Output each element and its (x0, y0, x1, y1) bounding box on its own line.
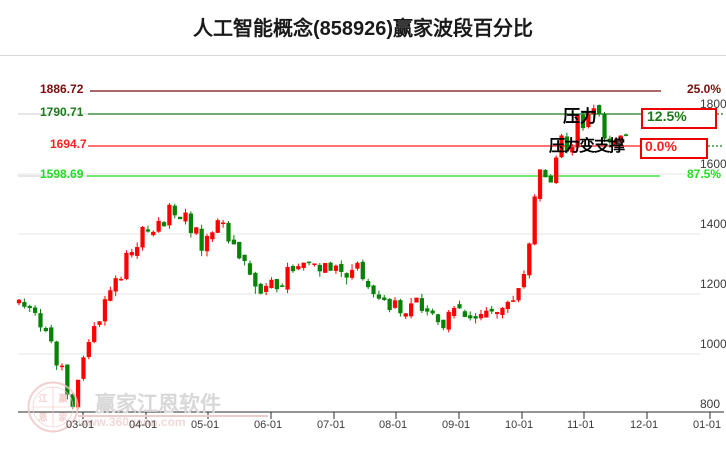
svg-text:江: 江 (38, 393, 47, 404)
svg-text:赢: 赢 (58, 393, 67, 404)
svg-text:恩: 恩 (38, 413, 47, 423)
